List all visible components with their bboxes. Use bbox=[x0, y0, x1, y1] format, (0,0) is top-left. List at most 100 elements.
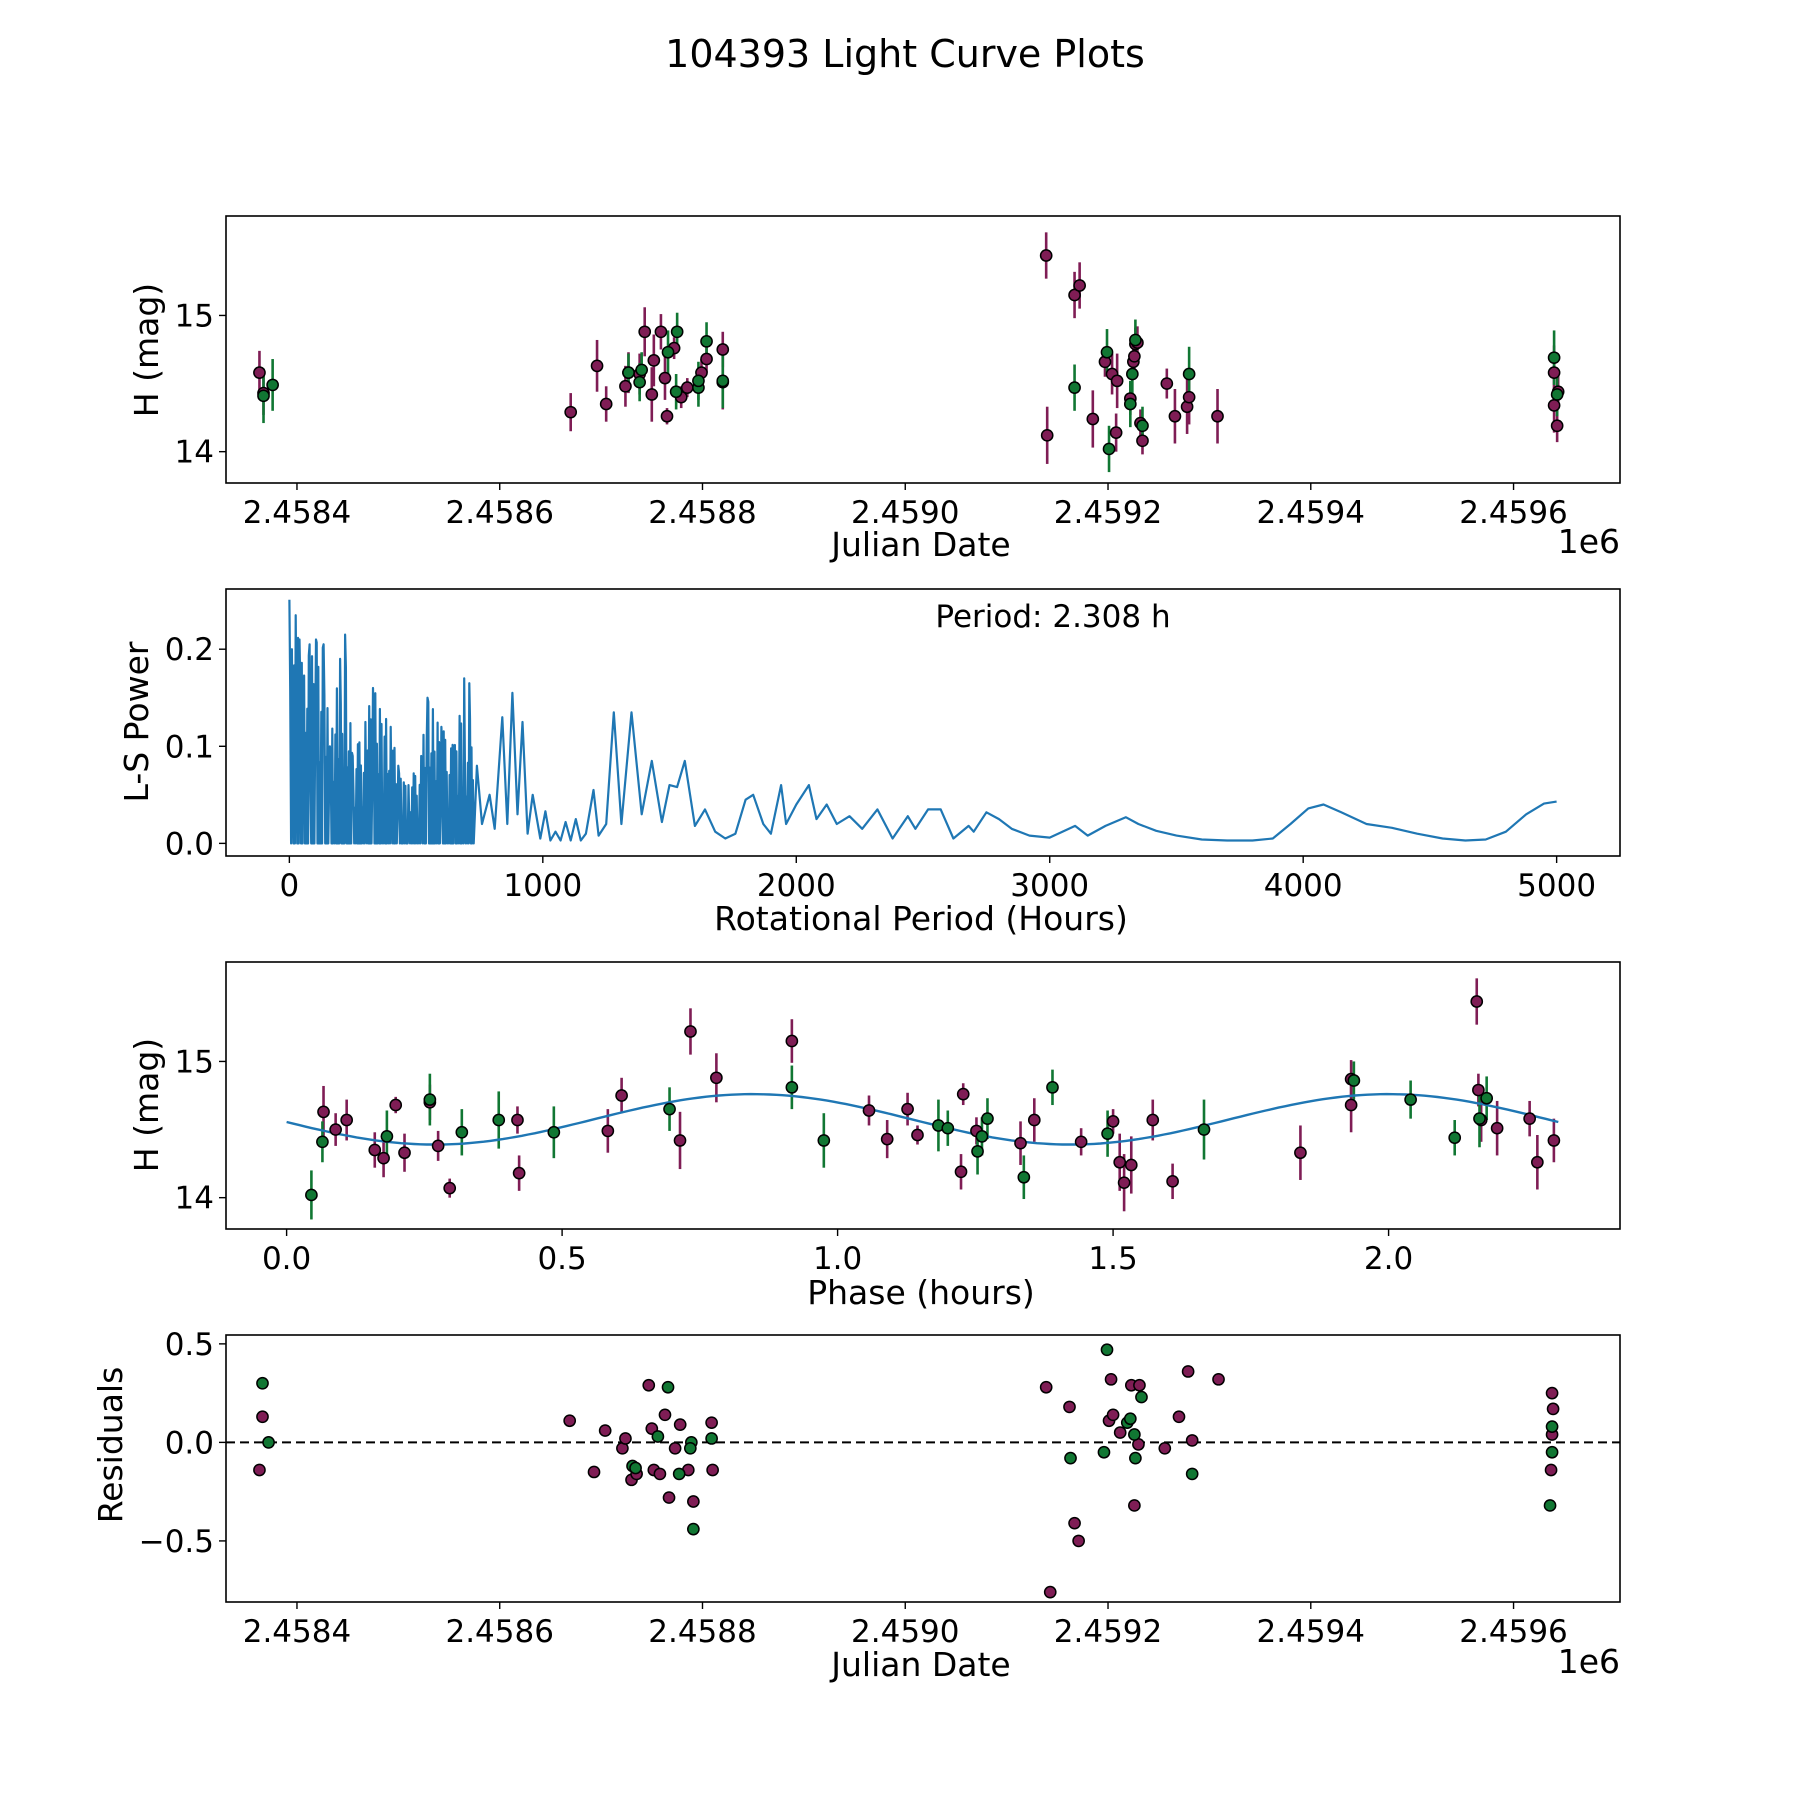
band_b-point bbox=[1129, 1451, 1142, 1465]
band_a-point bbox=[340, 1113, 354, 1127]
band_b-point bbox=[716, 374, 730, 388]
band_a-point bbox=[317, 1105, 330, 1119]
band_a-point bbox=[368, 1143, 382, 1157]
band_a-point bbox=[1211, 409, 1224, 423]
y-tick-label: −0.5 bbox=[139, 1524, 214, 1560]
band_b-point bbox=[670, 325, 684, 339]
residuals-xticks: 2.4584 2.4586 2.4588 2.4590 2.4592 2.4594 2.45… bbox=[243, 1602, 1568, 1650]
band_b-point bbox=[1185, 1467, 1199, 1481]
y-tick-label: 0.1 bbox=[165, 729, 214, 765]
residuals-marks bbox=[226, 1343, 1620, 1599]
band_a-point bbox=[1068, 1516, 1081, 1530]
band_a-point bbox=[1106, 1408, 1120, 1422]
band_b-point bbox=[1136, 419, 1149, 433]
band_a-point bbox=[1086, 412, 1100, 426]
data-points bbox=[253, 249, 1565, 456]
band_b-point bbox=[1129, 333, 1142, 347]
band_a-point bbox=[1547, 366, 1561, 380]
band_a-point bbox=[1113, 1155, 1127, 1169]
x-tick-label: 0.5 bbox=[537, 1241, 586, 1277]
band_b-point bbox=[1068, 381, 1081, 394]
band_a-point bbox=[398, 1146, 411, 1160]
periodogram-ylabel: L-S Power bbox=[117, 641, 156, 802]
band_b-point bbox=[971, 1145, 984, 1158]
residuals-panel: 2.4584 2.4586 2.4588 2.4590 2.4592 2.4594 2.45… bbox=[91, 1327, 1621, 1684]
residuals-ylabel: Residuals bbox=[91, 1367, 130, 1524]
band_b-point bbox=[663, 1102, 676, 1116]
band_b-point bbox=[262, 1436, 275, 1449]
band_b-point bbox=[266, 378, 279, 392]
band_a-point bbox=[785, 1034, 799, 1048]
band_a-point bbox=[443, 1181, 457, 1195]
y-tick-label: 15 bbox=[175, 298, 214, 334]
band_a-point bbox=[598, 1424, 612, 1437]
phase-fold-frame bbox=[225, 961, 1621, 1230]
band_b-point bbox=[1100, 1343, 1114, 1357]
x-tick-label: 2.4592 bbox=[1054, 495, 1162, 531]
band_b-point bbox=[1545, 1445, 1559, 1459]
band_a-point bbox=[700, 352, 713, 366]
residuals-frame bbox=[225, 1334, 1621, 1603]
band_a-point bbox=[1531, 1155, 1544, 1169]
band_a-point bbox=[1106, 1115, 1120, 1128]
error-bars bbox=[310, 978, 1556, 1220]
y-tick-label: 0.5 bbox=[165, 1327, 214, 1363]
residuals-offset-label: 1e6 bbox=[1558, 1642, 1620, 1681]
light-curve-yticks: 14 15 bbox=[175, 298, 226, 471]
band_a-point bbox=[1068, 288, 1081, 302]
y-tick-label: 14 bbox=[175, 435, 214, 471]
band_b-point bbox=[629, 1461, 642, 1475]
x-tick-label: 2.4588 bbox=[648, 1614, 756, 1650]
phase-fold-ylabel: H (mag) bbox=[127, 1038, 166, 1172]
light-curve-xticks: 2.4584 2.4586 2.4588 2.4590 2.4592 2.4594 2.45… bbox=[243, 483, 1568, 531]
periodogram-panel: 0 1000 2000 3000 4000 5000 0.0 0.1 0.2 Period: … bbox=[117, 588, 1621, 938]
phase-fold-xticks: 0.0 0.5 1.0 1.5 2.0 bbox=[262, 1229, 1413, 1277]
band_b-point bbox=[1100, 345, 1114, 359]
band_a-point bbox=[880, 1132, 894, 1146]
x-tick-label: 3000 bbox=[1010, 868, 1089, 904]
light-curve-offset-label: 1e6 bbox=[1558, 522, 1620, 561]
light-curve-xlabel: Julian Date bbox=[829, 525, 1011, 564]
band_b-point bbox=[1126, 367, 1139, 381]
band_b-point bbox=[705, 1432, 718, 1445]
residuals-xlabel: Julian Date bbox=[829, 1645, 1011, 1684]
band_a-point bbox=[1110, 374, 1124, 388]
y-tick-label: 14 bbox=[175, 1181, 214, 1217]
residuals-yticks: −0.5 0.0 0.5 bbox=[139, 1327, 226, 1560]
band_a-point bbox=[1294, 1146, 1307, 1160]
band_a-point bbox=[654, 325, 668, 339]
band_b-point bbox=[1550, 388, 1564, 401]
band_a-point bbox=[587, 1465, 601, 1479]
band_b-point bbox=[692, 374, 705, 388]
band_a-point bbox=[1040, 428, 1054, 442]
y-tick-label: 15 bbox=[175, 1044, 214, 1080]
band_a-point bbox=[253, 1463, 266, 1477]
band_b-point bbox=[975, 1130, 989, 1143]
phase-fold-marks bbox=[286, 978, 1561, 1220]
band_a-point bbox=[1104, 1372, 1118, 1386]
band_a-point bbox=[1158, 1441, 1172, 1455]
band_a-point bbox=[253, 366, 266, 380]
band_b-point bbox=[1123, 397, 1137, 411]
x-tick-label: 2.0 bbox=[1364, 1241, 1413, 1277]
band_a-point bbox=[642, 1378, 656, 1392]
band_a-point bbox=[1117, 1176, 1131, 1190]
band_b-point bbox=[1101, 1127, 1114, 1140]
band_a-point bbox=[1544, 1463, 1558, 1477]
x-tick-label: 4000 bbox=[1264, 868, 1343, 904]
band_a-point bbox=[1172, 1410, 1186, 1424]
band_b-point bbox=[1545, 1420, 1559, 1433]
x-tick-label: 2.4590 bbox=[851, 1614, 959, 1650]
band_b-point bbox=[305, 1188, 318, 1202]
x-tick-label: 2.4594 bbox=[1257, 495, 1365, 531]
sine-fit-curve bbox=[286, 1092, 1559, 1146]
band_b-point bbox=[700, 334, 713, 348]
band_b-point bbox=[1123, 1412, 1137, 1426]
band_b-point bbox=[1473, 1112, 1486, 1126]
band_b-point bbox=[1017, 1170, 1031, 1184]
band_b-point bbox=[1404, 1093, 1417, 1106]
band_a-point bbox=[862, 1104, 876, 1117]
band_b-point bbox=[635, 363, 649, 377]
band_b-point bbox=[1543, 1499, 1557, 1512]
band_b-point bbox=[672, 1467, 686, 1481]
